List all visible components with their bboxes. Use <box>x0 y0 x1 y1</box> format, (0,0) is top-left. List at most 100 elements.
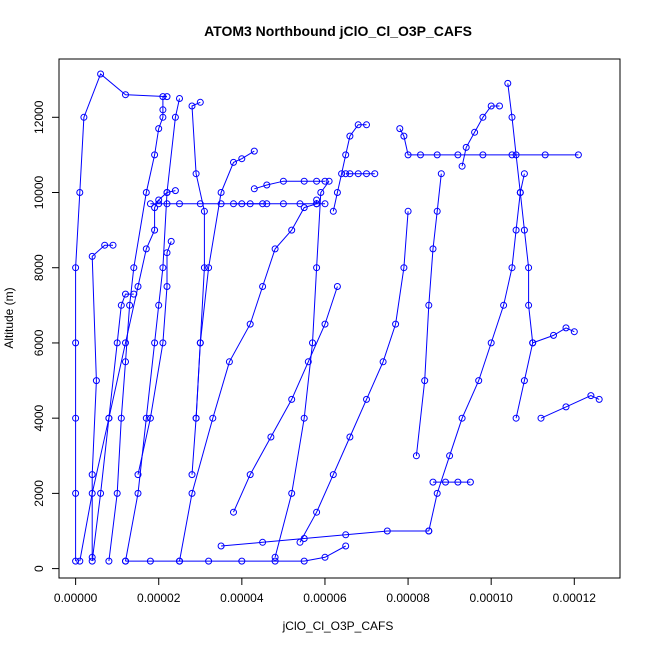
data-point <box>525 301 533 309</box>
data-point <box>72 557 80 565</box>
data-point <box>508 151 516 159</box>
data-point <box>479 151 487 159</box>
data-point <box>363 395 370 403</box>
x-tick-label: 0.00002 <box>137 591 181 605</box>
data-point <box>338 170 346 178</box>
data-point <box>541 151 549 159</box>
data-point <box>151 204 159 212</box>
data-point <box>346 433 354 441</box>
data-point <box>504 79 512 87</box>
data-point <box>196 339 204 347</box>
data-point <box>321 200 329 208</box>
data-point <box>72 489 80 497</box>
data-point <box>475 377 483 385</box>
data-point <box>487 339 495 347</box>
data-point <box>279 200 287 208</box>
data-point <box>466 478 474 486</box>
data-point <box>142 189 150 196</box>
data-point <box>300 557 308 565</box>
data-point <box>101 241 109 249</box>
data-point <box>88 553 96 561</box>
data-point <box>300 204 308 212</box>
x-tick-label: 0.00008 <box>386 591 430 605</box>
data-point <box>562 324 570 332</box>
data-point <box>479 113 487 121</box>
data-point <box>487 102 495 110</box>
data-point <box>570 328 578 336</box>
data-point <box>159 339 167 347</box>
data-point <box>109 241 117 249</box>
data-point <box>230 508 237 516</box>
data-point <box>155 200 163 208</box>
series-line <box>507 83 534 419</box>
data-point <box>396 125 404 133</box>
data-point <box>263 181 271 189</box>
y-tick-label: 0 <box>32 565 46 572</box>
data-point <box>171 187 179 195</box>
data-point <box>105 414 113 422</box>
data-point <box>496 102 503 110</box>
data-point <box>321 177 329 185</box>
series-line <box>274 180 330 558</box>
series-line <box>91 293 134 562</box>
data-point <box>300 414 308 422</box>
data-point <box>321 320 329 328</box>
data-point <box>595 395 603 403</box>
data-point <box>271 553 279 561</box>
data-point <box>313 177 321 185</box>
data-point <box>163 200 171 208</box>
data-point <box>259 538 267 546</box>
data-point <box>433 151 441 159</box>
data-point <box>342 531 350 539</box>
data-point <box>259 283 267 290</box>
data-point <box>500 301 508 309</box>
data-point <box>176 557 183 565</box>
data-point <box>471 128 479 136</box>
data-point <box>151 226 159 234</box>
series-line <box>332 124 367 212</box>
data-point <box>196 98 204 106</box>
data-point <box>400 132 408 140</box>
data-point <box>122 557 129 565</box>
series-line <box>179 200 318 562</box>
data-point <box>105 557 113 565</box>
data-point <box>333 283 341 290</box>
data-point <box>188 471 196 479</box>
data-point <box>122 358 129 366</box>
data-point <box>88 252 96 260</box>
data-point <box>217 200 225 208</box>
data-point <box>250 147 258 155</box>
data-point <box>88 557 96 565</box>
data-point <box>404 151 412 159</box>
data-point <box>142 414 150 422</box>
data-point <box>300 177 308 185</box>
data-point <box>176 95 183 102</box>
data-point <box>246 471 254 479</box>
data-point <box>537 414 545 422</box>
data-point <box>516 189 524 196</box>
data-point <box>520 170 528 178</box>
data-point <box>134 471 142 479</box>
data-point <box>72 339 80 347</box>
data-point <box>196 200 204 208</box>
data-point <box>217 542 225 550</box>
data-point <box>163 93 171 101</box>
data-point <box>520 226 528 234</box>
data-point <box>271 245 279 253</box>
data-point <box>230 200 237 208</box>
data-point <box>574 151 582 159</box>
data-point <box>209 414 217 422</box>
data-point <box>288 395 296 403</box>
data-point <box>72 414 80 422</box>
data-point <box>525 264 533 272</box>
data-point <box>363 121 370 129</box>
series-line <box>415 173 442 456</box>
data-point <box>122 290 129 298</box>
data-point <box>458 414 466 422</box>
data-point <box>512 414 520 422</box>
data-point <box>442 478 449 486</box>
y-tick-label: 8000 <box>32 254 46 281</box>
data-point <box>113 489 121 497</box>
data-point <box>159 93 167 101</box>
